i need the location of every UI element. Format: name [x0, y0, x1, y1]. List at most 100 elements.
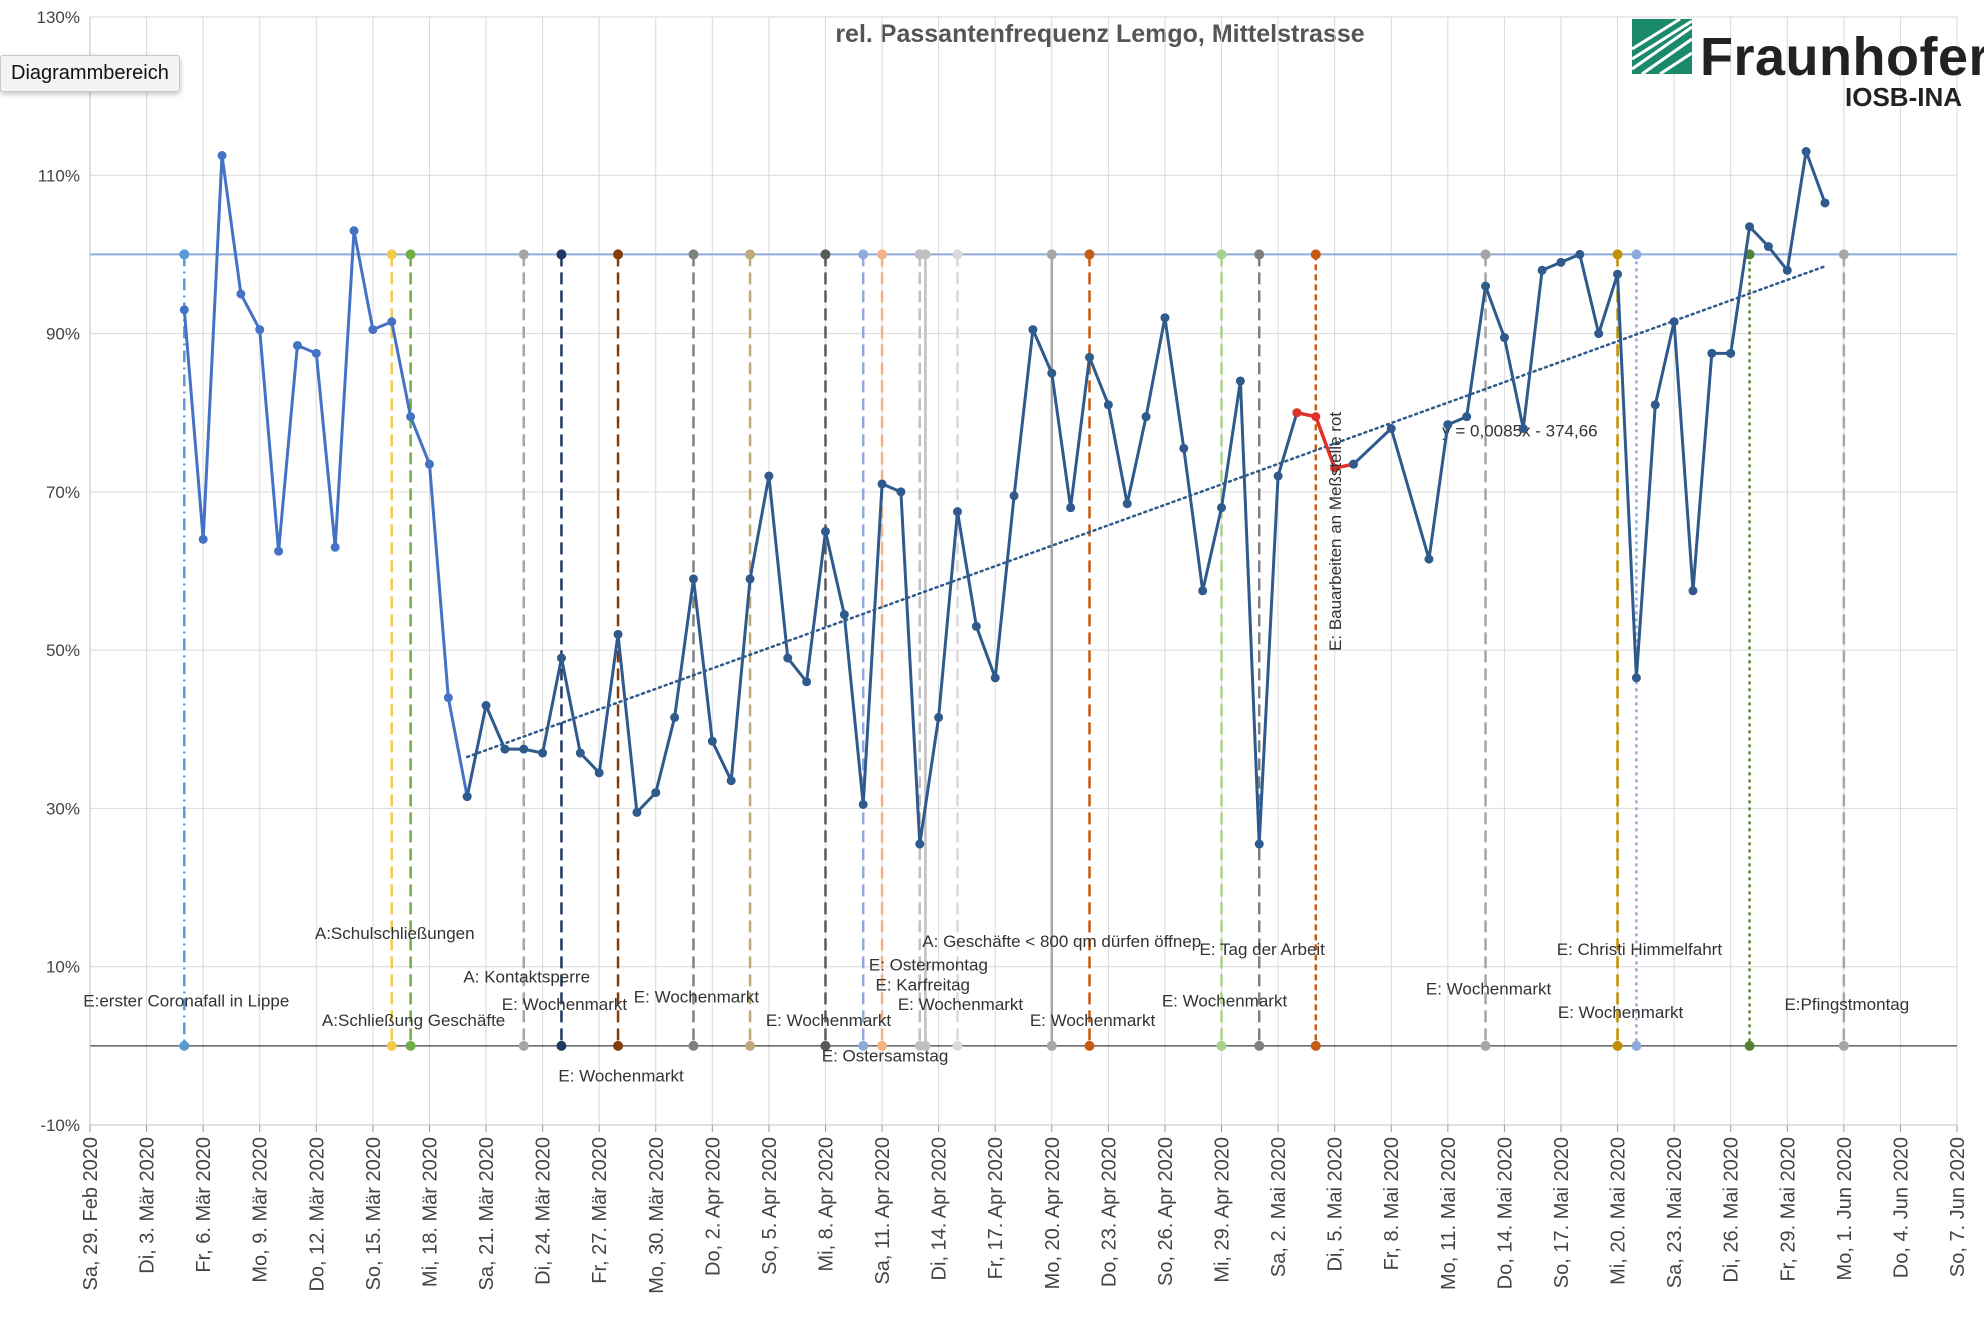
- data-point: [594, 768, 604, 778]
- data-point: [217, 151, 227, 160]
- y-tick-label: 50%: [46, 641, 80, 660]
- data-point: [1235, 376, 1245, 386]
- event-marker-bottom: [1310, 1040, 1321, 1051]
- data-point: [1820, 198, 1830, 208]
- data-point: [311, 348, 321, 358]
- data-point: [462, 792, 472, 802]
- data-point: [915, 839, 925, 849]
- event-label: E:erster Coronafall in Lippe: [83, 991, 289, 1010]
- data-point: [1669, 317, 1679, 327]
- y-tick-label: 110%: [38, 166, 80, 185]
- data-point: [1594, 329, 1604, 339]
- data-point: [839, 610, 849, 620]
- x-tick-label: So, 15. Mär 2020: [363, 1137, 385, 1290]
- data-point: [670, 712, 680, 722]
- data-point: [1066, 503, 1076, 513]
- event-marker-bottom: [877, 1040, 888, 1051]
- data-point: [1556, 257, 1566, 267]
- x-tick-label: Fr, 8. Mai 2020: [1381, 1137, 1403, 1270]
- data-point: [896, 487, 906, 497]
- event-marker-top: [858, 249, 869, 260]
- trendline: [465, 265, 1827, 759]
- event-marker-top: [820, 249, 831, 260]
- data-point: [1745, 222, 1755, 232]
- logo-name: Fraunhofer: [1700, 27, 1984, 87]
- event-marker-bottom: [1254, 1040, 1265, 1051]
- y-tick-label: 10%: [46, 958, 80, 977]
- event-marker-top: [1480, 249, 1491, 260]
- data-point: [726, 776, 736, 786]
- data-point: [1217, 503, 1227, 513]
- y-tick-label: 90%: [46, 325, 80, 344]
- event-marker-bottom: [518, 1040, 529, 1051]
- data-point: [802, 677, 812, 687]
- data-point: [424, 459, 434, 469]
- data-point: [707, 736, 717, 746]
- x-tick-label: Sa, 29. Feb 2020: [80, 1137, 102, 1290]
- x-tick-label: So, 5. Apr 2020: [759, 1137, 781, 1275]
- data-point: [274, 546, 284, 556]
- x-tick-label: Di, 24. Mär 2020: [533, 1137, 555, 1285]
- event-marker-bottom: [386, 1040, 397, 1051]
- data-point: [1198, 586, 1208, 596]
- data-point: [330, 542, 340, 552]
- data-point: [1801, 147, 1811, 157]
- x-tick-label: Di, 3. Mär 2020: [137, 1137, 159, 1274]
- x-tick-label: Di, 26. Mai 2020: [1721, 1137, 1743, 1283]
- event-marker-bottom: [613, 1040, 624, 1051]
- series-line-late: [1352, 150, 1827, 680]
- event-marker-bottom: [556, 1040, 567, 1051]
- event-marker-top: [613, 249, 624, 260]
- x-tick-label: Mi, 8. Apr 2020: [815, 1137, 837, 1272]
- data-point: [481, 701, 491, 711]
- event-marker-bottom: [1480, 1040, 1491, 1051]
- data-point: [1782, 265, 1792, 275]
- x-tick-label: Di, 5. Mai 2020: [1325, 1137, 1347, 1272]
- y-tick-label: 30%: [46, 799, 80, 818]
- event-marker-bottom: [688, 1040, 699, 1051]
- x-tick-label: Do, 14. Mai 2020: [1494, 1137, 1516, 1289]
- x-tick-label: Mi, 20. Mai 2020: [1608, 1137, 1630, 1285]
- event-label: E: Bauarbeiten an Meßstelle rot: [1326, 412, 1345, 651]
- data-point: [292, 340, 302, 350]
- x-tick-label: Mo, 9. Mär 2020: [250, 1137, 272, 1283]
- event-marker-bottom: [1631, 1040, 1642, 1051]
- event-label: A:Schulschließungen: [315, 924, 475, 943]
- data-point: [1349, 459, 1359, 469]
- data-point: [1424, 554, 1434, 564]
- data-point: [1707, 348, 1717, 358]
- data-point: [1047, 368, 1057, 378]
- event-marker-bottom: [1838, 1040, 1849, 1051]
- x-tick-label: So, 17. Mai 2020: [1551, 1137, 1573, 1288]
- data-point: [1122, 499, 1132, 509]
- event-label: E: Ostersamstag: [822, 1047, 949, 1066]
- event-marker-bottom: [179, 1040, 190, 1051]
- event-marker-top: [877, 249, 888, 260]
- x-tick-label: Fr, 29. Mai 2020: [1777, 1137, 1799, 1282]
- data-point: [1481, 281, 1491, 291]
- data-point: [349, 226, 359, 236]
- event-marker-bottom: [858, 1040, 869, 1051]
- event-marker-bottom: [920, 1040, 931, 1051]
- x-tick-label: Fr, 27. Mär 2020: [589, 1137, 611, 1284]
- data-point: [1330, 463, 1340, 473]
- data-point: [1103, 400, 1113, 410]
- data-point: [179, 305, 189, 315]
- data-point: [575, 748, 585, 758]
- event-label: E: Ostermontag: [869, 956, 988, 975]
- event-label: E: Wochenmarkt: [502, 995, 628, 1014]
- data-point: [556, 653, 566, 663]
- event-label: E: Wochenmarkt: [1426, 979, 1552, 998]
- data-point: [877, 479, 887, 489]
- event-label: A: Kontaktsperre: [463, 968, 590, 987]
- data-point: [538, 748, 548, 758]
- event-label: A:Schließung Geschäfte: [322, 1011, 505, 1030]
- event-marker-bottom: [1612, 1040, 1623, 1051]
- event-marker-top: [1310, 249, 1321, 260]
- event-marker-top: [556, 249, 567, 260]
- x-tick-label: So, 26. Apr 2020: [1155, 1137, 1177, 1286]
- x-tick-label: Fr, 6. Mär 2020: [193, 1137, 215, 1273]
- data-point: [632, 807, 642, 817]
- event-marker-top: [688, 249, 699, 260]
- data-point: [745, 574, 755, 584]
